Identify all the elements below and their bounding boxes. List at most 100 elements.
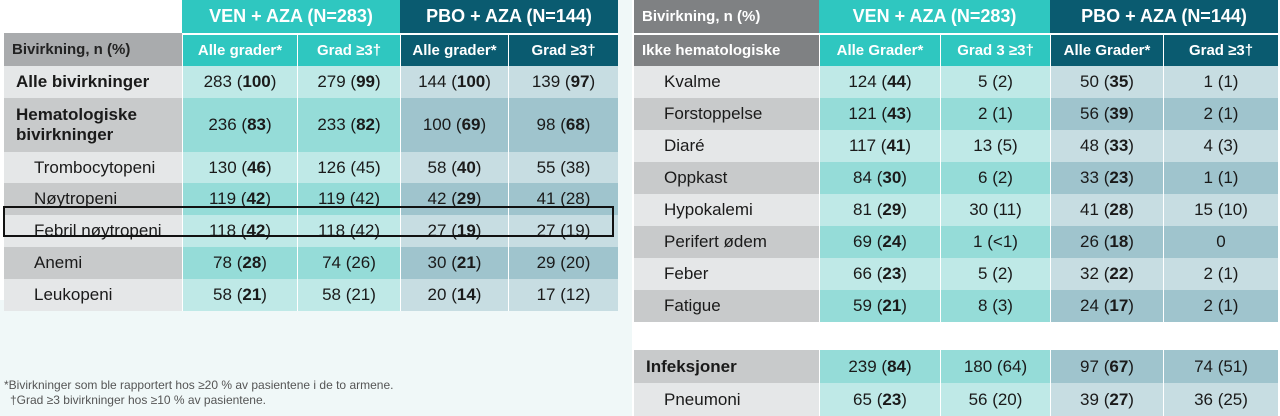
ven-aza-group-header: VEN + AZA (N=283) [182,0,400,33]
pbo-grade3-cell: 98 (68) [508,98,618,152]
ven-all-grades-header: Alle grader* [182,33,297,66]
pbo-grade3-cell: 2 (1) [1163,98,1278,130]
row-label: Forstoppelse [634,98,819,130]
row-label: Diaré [634,130,819,162]
ven-grade3-cell: 58 (21) [297,279,400,311]
pbo-all-cell: 27 (19) [400,215,508,247]
percent: 41 [886,136,906,155]
pbo-grade3-cell: 55 (38) [508,152,618,183]
row-label: Trombocytopeni [4,152,182,183]
table-row: Anemi 78 (28) 74 (26) 30 (21) 29 (20) [4,247,618,279]
table-row: Hypokalemi 81 (29) 30 (11) 41 (28) 15 (10) [634,194,1278,226]
count: 117 [848,136,877,155]
count: 27 [427,221,447,240]
ven-grade3-header-right: Grad 3 ≥3† [940,33,1050,66]
row-label: Infeksjoner [634,350,819,383]
percent: 28 [242,253,262,272]
table-row: Perifert ødem 69 (24) 1 (<1) 26 (18) 0 [634,226,1278,258]
pbo-all-cell: 41 (28) [1050,194,1163,226]
footnote-2: †Grad ≥3 bivirkninger hos ≥10 % av pasie… [10,393,266,407]
pbo-aza-group-header: PBO + AZA (N=144) [400,0,618,33]
count: 118 [208,221,237,240]
percent: 24 [882,232,902,251]
pbo-grade3-cell: 139 (97) [508,66,618,98]
percent: 97 [570,72,590,91]
pbo-all-cell: 58 (40) [400,152,508,183]
ven-all-cell: 124 (44) [819,66,940,98]
pbo-grade3-cell: 27 (19) [508,215,618,247]
table-row: Trombocytopeni 130 (46) 126 (45) 58 (40) 55 … [4,152,618,183]
table-row: Kvalme 124 (44) 5 (2) 50 (35) 1 (1) [634,66,1278,98]
ven-all-grades-header-right: Alle Grader* [819,33,940,66]
percent: 46 [247,157,266,177]
ven-grade3-cell: 74 (26) [297,247,400,279]
pbo-grade3-cell: 1 (1) [1163,66,1278,98]
percent: 23 [1109,168,1129,187]
ven-all-cell: 84 (30) [819,162,940,194]
count: 236 [208,115,237,134]
percent: 23 [882,264,902,283]
pbo-all-cell: 24 (17) [1050,290,1163,322]
pbo-all-cell: 32 (22) [1050,258,1163,290]
ven-all-cell: 118 (42) [182,215,297,247]
percent: 42 [246,221,266,240]
count: 283 [203,72,232,91]
pbo-grade3-cell: 4 (3) [1163,130,1278,162]
row-label: Fatigue [634,290,819,322]
count: 139 [531,72,561,91]
table-row: Forstoppelse 121 (43) 2 (1) 56 (39) 2 (1) [634,98,1278,130]
row-label: Kvalme [634,66,819,98]
table-row: Hematologiske bivirkninger 236 (83) 233 (8… [4,98,618,152]
pbo-grade3-cell: 2 (1) [1163,258,1278,290]
count: 279 [317,72,346,91]
ven-grade3-cell: 56 (20) [940,383,1050,416]
pbo-all-cell: 50 (35) [1050,66,1163,98]
count: 30 [427,253,447,272]
row-label: Pneumoni [634,383,819,416]
ven-grade3-cell: 118 (42) [297,215,400,247]
table-row: Nøytropeni 119 (42) 119 (42) 42 (29) 41 (28) [4,183,618,215]
percent: 82 [356,115,375,134]
ven-grade3-cell: 2 (1) [940,98,1050,130]
ven-all-cell: 81 (29) [819,194,940,226]
ven-all-cell: 66 (23) [819,258,940,290]
pbo-all-cell: 26 (18) [1050,226,1163,258]
ven-grade3-cell: 233 (82) [297,98,400,152]
table-row: Alle bivirkninger 283 (100) 279 (99) 144 (1… [4,66,618,98]
row-label: Anemi [4,247,182,279]
ven-grade3-cell: 126 (45) [297,152,400,183]
count: 66 [853,264,872,283]
pbo-grade3-cell: 0 [1163,226,1278,258]
row-label: Hematologiske bivirkninger [4,98,182,152]
pbo-all-grades-header: Alle grader* [400,33,508,66]
pbo-all-cell: 33 (23) [1050,162,1163,194]
count: 50 [1080,72,1099,91]
pbo-all-grades-header-right: Alle Grader* [1050,33,1163,66]
count: 81 [853,200,872,219]
count: 65 [853,389,872,409]
count: 121 [848,104,877,123]
pbo-all-cell: 97 (67) [1050,350,1163,383]
pbo-grade3-cell: 2 (1) [1163,290,1278,322]
count: 97 [1080,356,1099,376]
ven-all-cell: 78 (28) [182,247,297,279]
count: 41 [1080,200,1099,219]
percent: 67 [1109,356,1129,376]
footnotes: *Bivirkninger som ble rapportert hos ≥20… [4,378,393,408]
percent: 29 [456,189,476,208]
percent: 35 [1109,72,1129,91]
percent: 21 [456,253,476,272]
count: 42 [427,189,447,208]
ven-aza-group-header-right: VEN + AZA (N=283) [819,0,1050,33]
row-header-1: Bivirkning, n (%) [634,0,819,33]
ven-grade3-cell: 119 (42) [297,183,400,215]
pbo-all-cell: 42 (29) [400,183,508,215]
table-row: Fatigue 59 (21) 8 (3) 24 (17) 2 (1) [634,290,1278,322]
ven-all-cell: 239 (84) [819,350,940,383]
percent: 23 [882,389,902,409]
ven-grade3-cell: 1 (<1) [940,226,1050,258]
count: 48 [1080,136,1099,155]
count: 20 [427,285,447,304]
ven-grade3-cell: 5 (2) [940,66,1050,98]
footnote-1: *Bivirkninger som ble rapportert hos ≥20… [4,378,394,392]
